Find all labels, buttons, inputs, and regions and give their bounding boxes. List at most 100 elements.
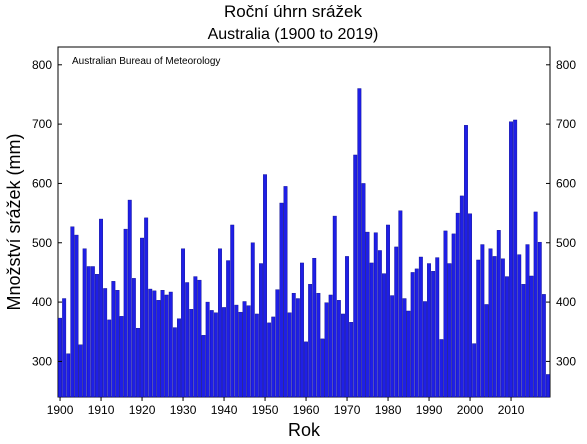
bar <box>246 305 251 398</box>
bar <box>496 230 501 398</box>
bar <box>99 218 104 398</box>
bar <box>193 276 198 398</box>
x-tick-label: 1910 <box>88 403 115 417</box>
bar <box>94 274 99 398</box>
bar <box>418 256 423 398</box>
bar <box>455 212 460 398</box>
bar <box>443 230 448 398</box>
bar <box>353 154 358 398</box>
bar <box>464 125 468 398</box>
x-tick-label: 2000 <box>457 403 484 417</box>
bar <box>217 248 222 398</box>
bar <box>254 313 259 398</box>
x-tick-label: 1940 <box>211 403 238 417</box>
bar <box>472 343 477 398</box>
x-axis-label: Rok <box>288 420 321 440</box>
bar <box>336 300 341 398</box>
bar <box>140 237 145 398</box>
y-tick-label: 600 <box>556 176 576 190</box>
bar <box>185 282 190 398</box>
bar <box>349 322 354 398</box>
y-tick-label: 700 <box>32 117 52 131</box>
y-tick-label: 500 <box>556 236 576 250</box>
bar <box>189 309 194 398</box>
bar <box>365 231 370 398</box>
y-ticks-left: 300 400 500 600 700 800 <box>32 58 62 368</box>
bar <box>541 294 546 398</box>
bars-group <box>58 88 550 398</box>
bar <box>172 327 177 398</box>
bar <box>394 246 399 398</box>
bar <box>533 211 538 398</box>
bar <box>476 259 481 398</box>
bar <box>410 272 415 398</box>
bar <box>259 263 263 398</box>
bar <box>509 121 513 398</box>
bar <box>238 311 243 398</box>
bar <box>505 276 509 398</box>
bar <box>152 290 157 398</box>
bar <box>546 374 550 398</box>
bar <box>377 250 382 398</box>
bar <box>78 344 83 398</box>
bar <box>111 281 116 398</box>
y-tick-label: 600 <box>32 176 52 190</box>
bar <box>373 232 378 398</box>
bar <box>324 302 329 398</box>
bar <box>209 310 214 398</box>
bar <box>328 294 333 398</box>
x-tick-label: 1950 <box>252 403 279 417</box>
bar <box>513 119 518 398</box>
bar <box>135 327 140 398</box>
bar <box>115 290 120 398</box>
bar <box>447 263 452 398</box>
x-tick-label: 1920 <box>129 403 156 417</box>
bar <box>398 210 403 398</box>
bar <box>131 278 136 398</box>
y-tick-label: 400 <box>556 295 576 309</box>
x-tick-label: 1990 <box>416 403 443 417</box>
y-tick-label: 300 <box>556 354 576 368</box>
bar <box>439 339 444 398</box>
bar <box>332 215 337 398</box>
bar <box>156 300 161 398</box>
bar <box>287 312 292 398</box>
y-tick-label: 800 <box>556 58 576 72</box>
bar <box>164 294 169 398</box>
bar <box>123 228 128 398</box>
bar <box>435 257 440 398</box>
bar <box>176 318 181 398</box>
bar <box>197 279 202 398</box>
y-tick-label: 500 <box>32 236 52 250</box>
bar <box>427 263 431 398</box>
x-tick-label: 1900 <box>47 403 74 417</box>
bar <box>295 298 300 398</box>
bar <box>70 226 75 398</box>
bar <box>500 258 505 398</box>
bar <box>103 288 108 398</box>
x-tick-label: 1930 <box>170 403 197 417</box>
bar <box>521 284 526 398</box>
bar <box>127 199 132 398</box>
bar <box>62 298 67 398</box>
x-tick-label: 1980 <box>375 403 402 417</box>
y-ticks-right: 300 400 500 600 700 800 <box>546 58 576 368</box>
bar <box>74 234 79 398</box>
bar <box>537 241 542 398</box>
bar <box>82 248 87 398</box>
bar <box>357 88 362 398</box>
bar <box>369 262 374 398</box>
bar <box>234 304 239 398</box>
bar <box>107 319 112 398</box>
bar <box>222 307 227 398</box>
bar <box>361 183 366 398</box>
plot-frame <box>57 46 551 398</box>
bar <box>390 295 395 398</box>
source-annotation: Australian Bureau of Meteorology <box>72 56 220 67</box>
x-tick-label: 1970 <box>334 403 361 417</box>
chart-subtitle: Australia (1900 to 2019) <box>208 26 379 43</box>
bar <box>230 224 235 398</box>
bar <box>160 290 165 398</box>
y-tick-label: 700 <box>556 117 576 131</box>
